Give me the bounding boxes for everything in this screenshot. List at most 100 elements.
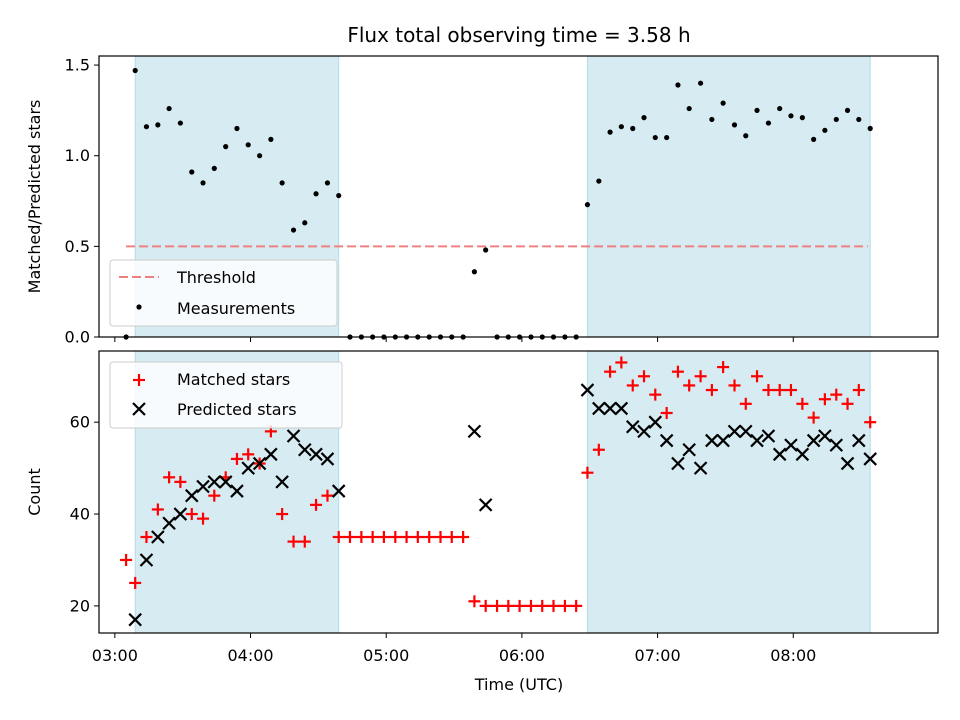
matched-star-point <box>434 531 447 544</box>
measurement-point <box>268 136 274 142</box>
measurement-point <box>302 220 308 226</box>
measurement-point <box>856 116 862 123</box>
predicted-star-point <box>478 498 493 512</box>
measurement-point <box>731 122 738 128</box>
matched-star-point <box>457 531 470 544</box>
measurement-point <box>584 202 591 208</box>
measurement-point <box>223 144 229 150</box>
predicted-star-point <box>264 447 278 462</box>
predicted-star-point <box>196 479 210 494</box>
matched-star-point <box>140 531 153 544</box>
measurement-point <box>471 269 478 275</box>
matched-star-point <box>762 384 775 397</box>
predicted-star-point <box>761 429 776 443</box>
legend-predicted-swatch <box>132 402 146 416</box>
matched-star-point <box>558 599 571 612</box>
measurement-point <box>686 105 692 112</box>
legend-measurements-label: Measurements <box>177 299 295 318</box>
matched-star-point <box>163 471 176 484</box>
matched-star-point <box>841 397 854 410</box>
matched-star-point <box>604 365 617 378</box>
matched-star-point <box>570 599 583 612</box>
predicted-star-point <box>218 475 233 489</box>
predicted-star-point <box>230 484 244 498</box>
predicted-star-point <box>603 401 617 416</box>
measurement-point <box>279 180 285 186</box>
measurement-point <box>641 115 647 121</box>
measurement-point <box>844 107 851 113</box>
predicted-star-point <box>738 424 753 439</box>
predicted-star-point <box>286 429 301 443</box>
predicted-star-point <box>784 438 798 452</box>
matched-star-point <box>185 508 198 521</box>
x-tick-label: 04:00 <box>227 646 273 665</box>
y-tick-label: 0.0 <box>65 328 90 347</box>
predicted-star-point <box>829 438 844 452</box>
legend-matched-label: Matched stars <box>177 370 290 389</box>
matched-star-point <box>197 512 210 525</box>
predicted-star-point <box>863 452 877 466</box>
predicted-star-point <box>806 433 821 448</box>
measurement-point <box>607 129 613 135</box>
matched-star-point <box>355 531 368 544</box>
matched-star-point <box>796 397 809 410</box>
matched-star-point <box>242 448 255 461</box>
matched-star-point <box>784 384 797 397</box>
predicted-star-point <box>840 456 855 471</box>
predicted-star-point <box>331 484 346 498</box>
matched-star-point <box>671 365 684 378</box>
matched-star-point <box>310 498 323 511</box>
predicted-star-point <box>241 461 255 475</box>
measurement-point <box>675 82 681 88</box>
matched-star-point <box>705 384 718 397</box>
matched-star-point <box>513 599 526 612</box>
measurement-point <box>811 136 817 142</box>
predicted-star-point <box>139 553 154 567</box>
measurement-point <box>324 180 331 186</box>
measurement-point <box>799 115 805 121</box>
matched-star-point <box>717 361 730 374</box>
top-shaded-regions <box>134 55 871 338</box>
bottom-y-ticks: 20 40 60 <box>70 413 99 615</box>
matched-star-point <box>864 416 877 429</box>
bottom-panel: 20 40 60 03:00 04:00 05:00 06:00 07:00 08:00 Co… <box>25 350 939 694</box>
matched-star-point <box>818 393 831 406</box>
predicted-star-point <box>151 530 165 544</box>
matched-star-point <box>649 388 662 401</box>
measurement-point <box>166 105 172 112</box>
matched-star-point <box>423 531 436 544</box>
measurement-point <box>143 124 150 130</box>
top-axes-frame <box>98 55 939 338</box>
matched-star-point <box>852 384 865 397</box>
matched-star-point <box>751 370 764 383</box>
matched-star-point <box>581 466 594 479</box>
predicted-star-point <box>580 383 595 397</box>
measurement-point <box>664 134 670 141</box>
matched-star-point <box>773 384 786 397</box>
predicted-star-point <box>173 507 188 521</box>
measurement-point <box>257 153 263 159</box>
predicted-star-point <box>750 433 764 448</box>
predicted-star-point <box>772 447 787 462</box>
matched-star-point <box>366 531 379 544</box>
predicted-star-point <box>467 424 482 439</box>
predicted-star-point <box>682 442 696 457</box>
bottom-y-axis-label: Count <box>25 468 44 516</box>
matched-star-point <box>626 379 639 392</box>
matched-star-point <box>739 397 752 410</box>
top-y-ticks: 0.0 0.5 1.0 1.5 <box>65 56 99 347</box>
matched-star-point <box>683 379 696 392</box>
matched-star-point <box>615 356 628 369</box>
predicted-star-point <box>162 516 176 531</box>
predicted-star-point <box>252 456 267 471</box>
matched-star-point <box>389 531 402 544</box>
measurement-point <box>697 80 704 86</box>
matched-star-point <box>830 388 843 401</box>
top-y-axis-label: Matched/Predicted stars <box>25 100 44 294</box>
chart-title: Flux total observing time = 3.58 h <box>347 23 690 47</box>
bottom-legend: Matched stars Predicted stars <box>109 361 343 429</box>
predicted-star-point <box>659 433 674 448</box>
measurement-point <box>765 120 772 126</box>
measurement-point <box>618 124 624 130</box>
matched-star-point <box>536 599 549 612</box>
